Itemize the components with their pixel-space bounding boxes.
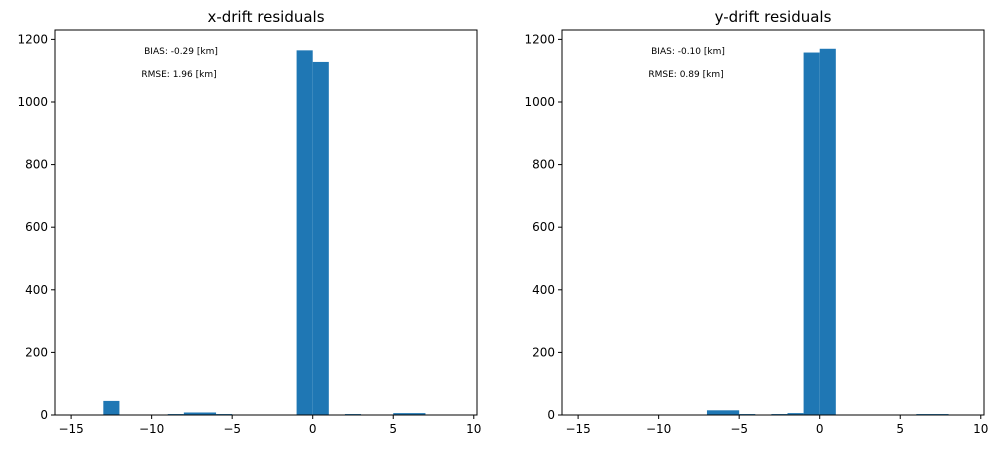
y-drift-xticks: −15 −10 −5 0 5 10	[565, 415, 988, 436]
y-drift-bias-annotation: BIAS: -0.10 [km]	[651, 47, 725, 57]
y-drift-panel: y-drift residuals −15 −10 −5 0 5 10 0 200 400 60…	[524, 8, 988, 436]
x-drift-xtick-label: −15	[58, 422, 83, 436]
x-drift-bar-7	[393, 413, 426, 415]
y-drift-bar-3	[787, 413, 804, 415]
y-drift-xtick-label: 5	[896, 422, 904, 436]
y-drift-ytick-label: 400	[532, 283, 555, 297]
y-drift-ytick-label: 200	[532, 345, 555, 359]
y-drift-bar-5	[819, 48, 836, 415]
x-drift-bias-annotation: BIAS: -0.29 [km]	[144, 47, 218, 57]
x-drift-ytick-label: 200	[25, 345, 48, 359]
y-drift-yticks: 0 200 400 600 800 1000 1200	[524, 32, 562, 422]
x-drift-ytick-label: 600	[25, 220, 48, 234]
y-drift-rmse-annotation: RMSE: 0.89 [km]	[648, 70, 723, 80]
x-drift-rmse-annotation: RMSE: 1.96 [km]	[141, 70, 216, 80]
y-drift-bars	[706, 48, 949, 415]
y-drift-plot-frame	[561, 29, 985, 416]
y-drift-xtick-label: −10	[646, 422, 671, 436]
x-drift-xtick-label: −10	[139, 422, 164, 436]
x-drift-ytick-label: 0	[40, 408, 48, 422]
y-drift-bar-0	[706, 410, 740, 415]
x-drift-title: x-drift residuals	[207, 8, 324, 26]
x-drift-ytick-label: 800	[25, 158, 48, 172]
x-drift-ytick-label: 1000	[17, 95, 48, 109]
y-drift-ytick-label: 600	[532, 220, 555, 234]
y-drift-title: y-drift residuals	[715, 8, 832, 26]
y-drift-ytick-label: 1000	[524, 95, 555, 109]
x-drift-bar-2	[183, 412, 217, 415]
x-drift-panel: x-drift residuals −15 −10 −5 0 5 10 0 200 400 60…	[17, 8, 481, 436]
x-drift-bars	[103, 50, 426, 416]
y-drift-xtick-label: −15	[565, 422, 590, 436]
y-drift-xtick-label: 0	[816, 422, 824, 436]
x-drift-bar-5	[312, 61, 329, 416]
x-drift-xtick-label: 5	[389, 422, 397, 436]
y-drift-bar-4	[803, 52, 820, 415]
x-drift-bar-4	[296, 50, 313, 415]
x-drift-ytick-label: 1200	[17, 32, 48, 46]
x-drift-xticks: −15 −10 −5 0 5 10	[58, 415, 481, 436]
x-drift-ytick-label: 400	[25, 283, 48, 297]
x-drift-xtick-label: 0	[309, 422, 317, 436]
y-drift-ytick-label: 1200	[524, 32, 555, 46]
x-drift-plot-frame	[54, 29, 478, 416]
y-drift-ytick-label: 0	[547, 408, 555, 422]
y-drift-xtick-label: 10	[973, 422, 988, 436]
x-drift-yticks: 0 200 400 600 800 1000 1200	[17, 32, 55, 422]
y-drift-xtick-label: −5	[730, 422, 748, 436]
x-drift-xtick-label: 10	[466, 422, 481, 436]
x-drift-bar-0	[103, 400, 120, 415]
x-drift-xtick-label: −5	[223, 422, 241, 436]
y-drift-ytick-label: 800	[532, 158, 555, 172]
